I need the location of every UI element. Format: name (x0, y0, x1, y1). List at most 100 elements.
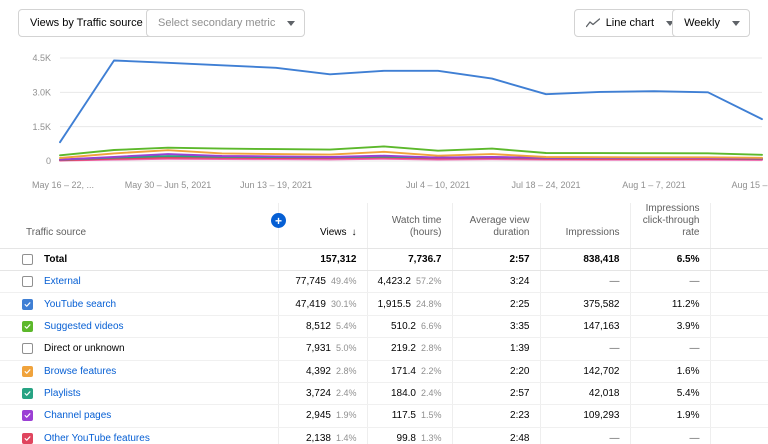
cell-views: 8,512 5.4% (277, 315, 367, 339)
column-header-impressions-ctr[interactable]: Impressions click-through rate (629, 203, 710, 249)
row-checkbox[interactable] (22, 320, 33, 332)
views-by-traffic-source-chart[interactable]: 0 1.5K 3.0K 4.5K (0, 46, 768, 198)
cell-watch-time-percent: 2.8% (420, 343, 442, 354)
cell-impressions-ctr: 6.5% (629, 248, 710, 271)
cell-average-view-duration: 2:57 (451, 382, 540, 406)
traffic-source-name[interactable]: Playlists (44, 388, 81, 400)
x-axis-tick-label: Aug 15 – 21, ... (731, 180, 768, 190)
table-row[interactable]: Direct or unknown 7,931 5.0% 219.2 2.8% 1:39 —… (0, 337, 768, 361)
cell-views-value: 77,745 (295, 276, 326, 288)
table-row[interactable]: Suggested videos 8,512 5.4% 510.2 6.6% 3:35 14… (0, 315, 768, 339)
cell-average-view-duration: 2:57 (451, 248, 540, 271)
cell-spacer (709, 292, 768, 316)
row-checkbox[interactable] (22, 410, 33, 422)
cell-average-view-duration-value: 3:24 (510, 276, 530, 288)
cell-average-view-duration-value: 3:35 (510, 320, 530, 332)
traffic-source-name[interactable]: Other YouTube features (44, 432, 150, 444)
column-header-watch-time[interactable]: Watch time (hours) (366, 203, 452, 249)
traffic-source-name[interactable]: External (44, 276, 81, 288)
cell-average-view-duration-value: 1:39 (510, 343, 530, 355)
table-row[interactable]: YouTube search 47,419 30.1% 1,915.5 24.8% 2:2… (0, 292, 768, 316)
cell-views: 3,724 2.4% (277, 382, 367, 406)
cell-watch-time: 117.5 1.5% (366, 404, 452, 428)
traffic-source-name[interactable]: Suggested videos (44, 320, 124, 332)
table-row[interactable]: External 77,745 49.4% 4,423.2 57.2% 3:24 — — (0, 270, 768, 294)
cell-watch-time-value: 99.8 (396, 432, 416, 444)
row-checkbox[interactable] (22, 298, 33, 310)
cell-views-percent: 2.4% (335, 388, 357, 399)
cell-impressions-ctr: — (629, 337, 710, 361)
cell-views-value: 7,931 (305, 343, 331, 355)
table-row-total[interactable]: Total 157,312 7,736.7 2:57 838,418 6.5% (0, 248, 768, 271)
table-header-row: Traffic source Views ↓ Watch time (hours)… (0, 203, 768, 249)
traffic-source-cell: Direct or unknown (0, 338, 278, 359)
cell-views-percent: 30.1% (330, 298, 357, 309)
row-checkbox[interactable] (22, 276, 33, 288)
cell-watch-time-percent: 57.2% (415, 276, 442, 287)
cell-impressions-ctr: 1.6% (629, 360, 710, 383)
column-header-views[interactable]: Views ↓ (277, 203, 367, 249)
line-chart-icon (585, 18, 600, 28)
cell-average-view-duration-value: 2:20 (510, 365, 530, 377)
ctr-line1: Impressions (645, 203, 700, 214)
cell-views: 2,945 1.9% (277, 404, 367, 428)
time-interval-label: Weekly (684, 17, 720, 29)
cell-impressions-ctr-value: — (689, 343, 700, 355)
cell-watch-time: 171.4 2.2% (366, 360, 452, 383)
cell-impressions-ctr-value: 5.4% (676, 388, 700, 400)
cell-watch-time-value: 4,423.2 (377, 276, 411, 288)
traffic-source-name[interactable]: Browse features (44, 365, 117, 377)
cell-impressions-value: 142,702 (583, 365, 620, 377)
column-header-average-view-duration[interactable]: Average view duration (451, 203, 540, 249)
cell-views: 77,745 49.4% (277, 270, 367, 294)
checkmark-icon (24, 324, 31, 329)
cell-average-view-duration-value: 2:48 (510, 432, 530, 444)
x-axis-tick-label: May 16 – 22, ... (32, 180, 94, 190)
traffic-source-name: Total (44, 253, 68, 265)
traffic-source-cell: Playlists (0, 383, 278, 404)
cell-watch-time: 1,915.5 24.8% (366, 292, 452, 316)
cell-traffic-source: Suggested videos (0, 315, 278, 339)
traffic-source-name[interactable]: Direct or unknown (44, 343, 125, 355)
chart-type-dropdown[interactable]: Line chart (573, 9, 684, 37)
time-interval-dropdown[interactable]: Weekly (672, 9, 750, 37)
traffic-source-name[interactable]: Channel pages (44, 410, 112, 422)
traffic-source-name[interactable]: YouTube search (44, 298, 117, 310)
cell-views: 2,138 1.4% (277, 427, 367, 444)
table-row[interactable]: Channel pages 2,945 1.9% 117.5 1.5% 2:23 109,2… (0, 404, 768, 428)
table-row[interactable]: Browse features 4,392 2.8% 171.4 2.2% 2:20 142… (0, 360, 768, 383)
cell-watch-time: 510.2 6.6% (366, 315, 452, 339)
checkmark-icon (24, 391, 31, 396)
cell-watch-time: 184.0 2.4% (366, 382, 452, 406)
table-row[interactable]: Other YouTube features 2,138 1.4% 99.8 1.3% 2… (0, 427, 768, 444)
cell-watch-time-percent: 2.2% (420, 365, 442, 376)
cell-average-view-duration: 3:35 (451, 315, 540, 339)
row-checkbox[interactable] (22, 253, 33, 265)
add-metric-button[interactable]: + (271, 213, 286, 228)
cell-impressions-value: — (609, 432, 620, 444)
cell-views-value: 47,419 (295, 298, 326, 310)
ctr-line3: rate (682, 227, 700, 239)
cell-impressions-ctr-value: 6.5% (676, 253, 700, 265)
column-header-traffic-source[interactable]: Traffic source (0, 203, 278, 249)
row-checkbox[interactable] (22, 432, 33, 444)
column-header-impressions[interactable]: Impressions (539, 203, 630, 249)
cell-impressions-ctr: — (629, 427, 710, 444)
x-axis-tick-label: May 30 – Jun 5, 2021 (125, 180, 212, 190)
x-axis-tick-label: Jul 18 – 24, 2021 (511, 180, 580, 190)
cell-watch-time-percent: 6.6% (420, 320, 442, 331)
cell-average-view-duration-value: 2:57 (509, 253, 530, 265)
cell-traffic-source: Channel pages (0, 404, 278, 428)
avg-view-line1: Average view (469, 215, 530, 227)
row-checkbox[interactable] (22, 388, 33, 400)
cell-watch-time: 99.8 1.3% (366, 427, 452, 444)
row-checkbox[interactable] (22, 365, 33, 377)
cell-views-percent: 5.0% (335, 343, 357, 354)
y-axis-tick-label: 4.5K (32, 53, 51, 63)
table-row[interactable]: Playlists 3,724 2.4% 184.0 2.4% 2:57 42,018 5.4… (0, 382, 768, 406)
cell-spacer (709, 427, 768, 444)
row-checkbox[interactable] (22, 343, 33, 355)
traffic-source-cell: Other YouTube features (0, 428, 278, 444)
secondary-metric-dropdown[interactable]: Select secondary metric (146, 9, 306, 37)
